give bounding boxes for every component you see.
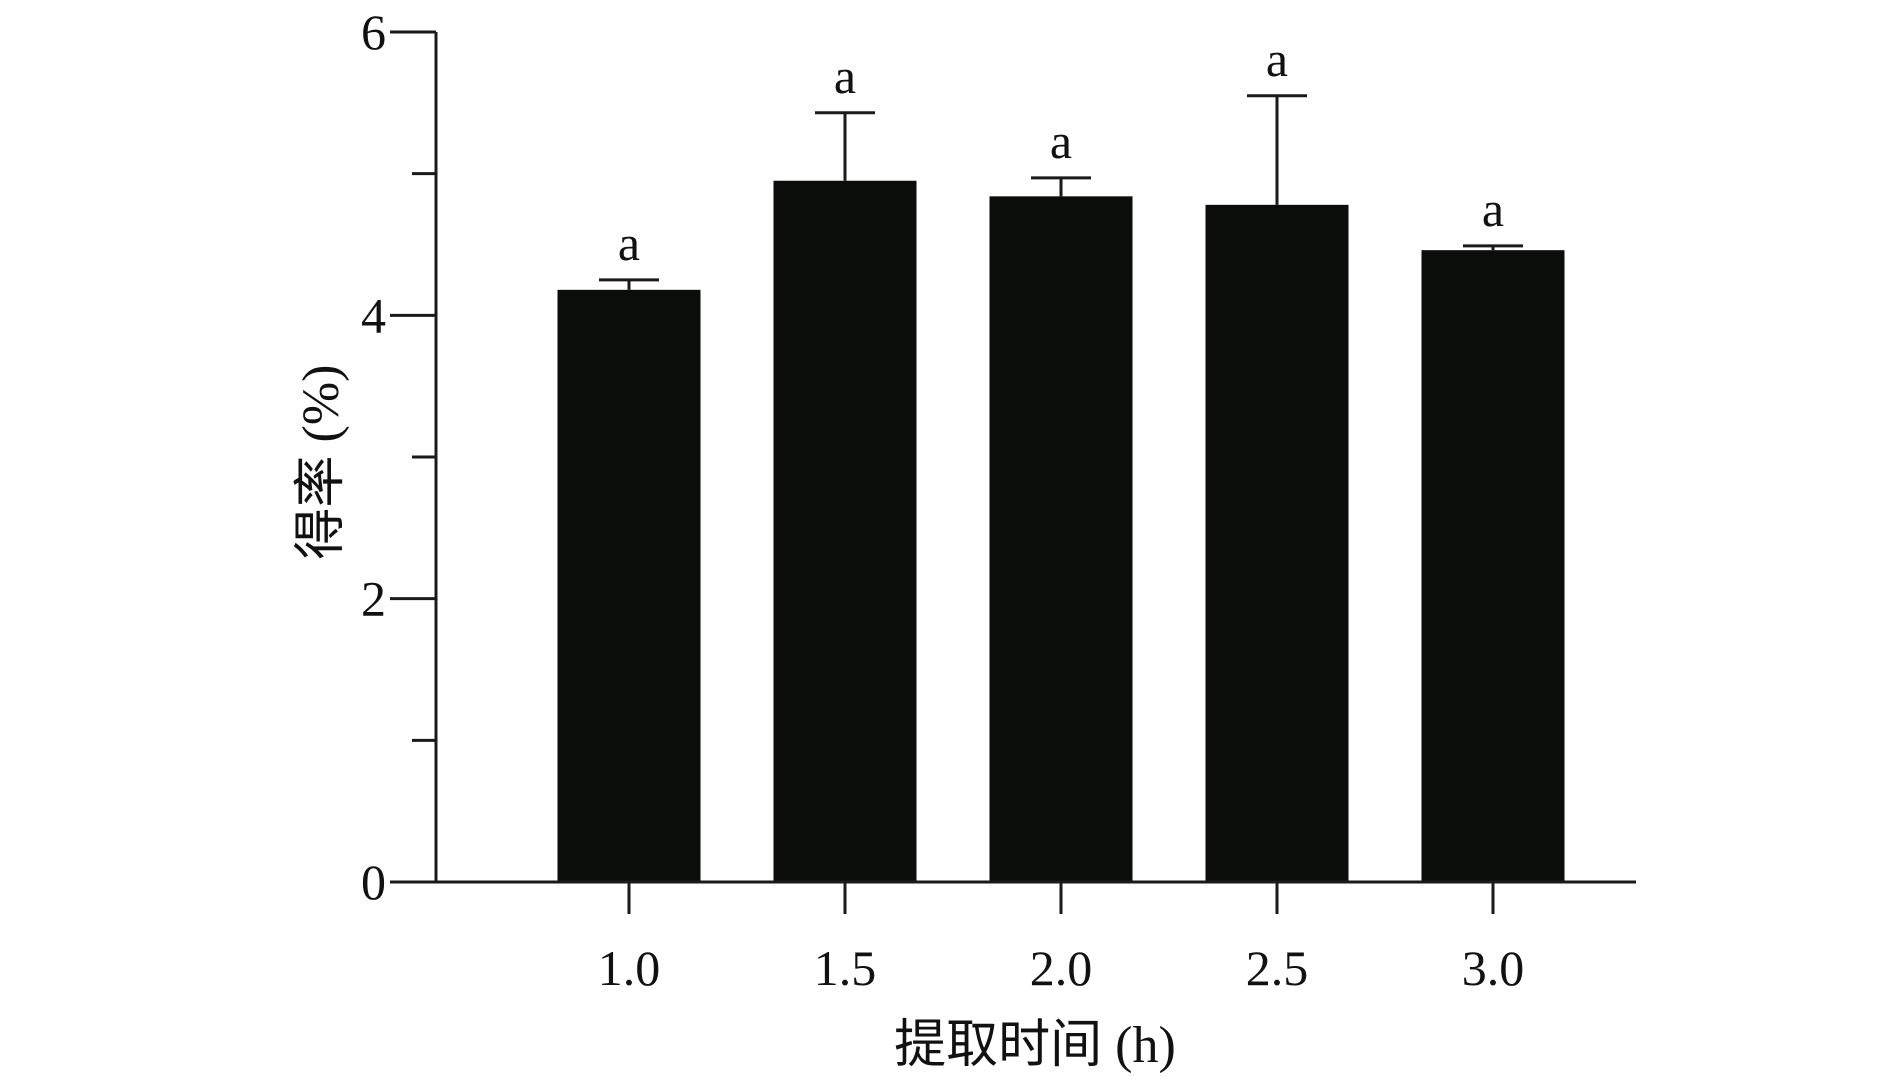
bar-2-0 [989,196,1133,883]
bar-1-5 [773,180,917,882]
x-tick-label: 2.0 [1030,940,1093,996]
significance-labels-layer: a a a a a [618,31,1504,271]
significance-label: a [1266,31,1288,87]
significance-label: a [834,48,856,104]
y-axis-title: 得率 (%) [293,365,350,560]
bar-1-0 [557,289,701,882]
x-tick-label: 1.0 [598,940,661,996]
x-tick-label: 3.0 [1462,940,1525,996]
x-tick-label: 1.5 [814,940,877,996]
bar-3-0 [1421,250,1565,882]
x-ticks-layer: 1.0 1.5 2.0 2.5 3.0 [598,882,1525,996]
error-bars-layer [599,94,1523,290]
significance-label: a [1050,113,1072,169]
significance-label: a [1482,181,1504,237]
y-tick-label: 0 [361,854,386,910]
x-axis-title: 提取时间 (h) [894,1017,1176,1074]
y-tick-label: 6 [361,4,386,60]
y-tick-label: 2 [361,571,386,627]
x-tick-label: 2.5 [1246,940,1309,996]
significance-label: a [618,215,640,271]
bars-layer [557,180,1565,883]
y-tick-label: 4 [361,287,386,343]
y-ticks-layer: 0 2 4 6 [361,4,436,910]
bar-2-5 [1205,204,1349,883]
